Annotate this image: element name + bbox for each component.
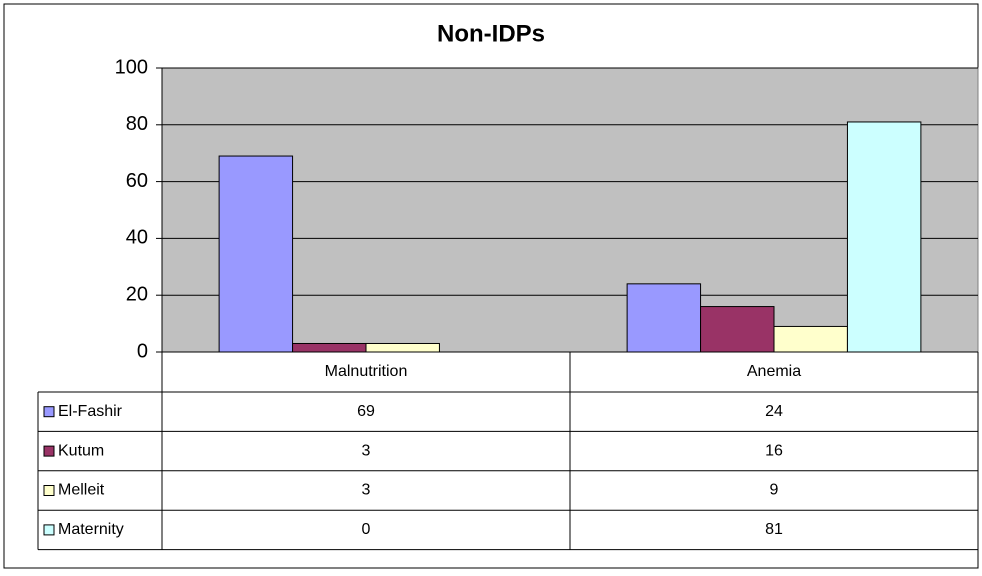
plot-area [161,67,979,353]
bar [292,342,367,353]
legend-label: Kutum [58,442,104,459]
chart-title: Non-IDPs [437,20,545,47]
y-tick-label: 20 [126,283,148,305]
table-value: 24 [765,403,783,420]
bar [773,325,848,353]
y-tick-label: 60 [126,170,148,192]
legend-key [43,524,55,536]
y-tick-label: 80 [126,113,148,135]
table-value: 3 [362,482,371,499]
bar [846,121,922,353]
legend-label: Melleit [58,482,105,499]
legend-label: Maternity [58,521,124,538]
legend-key [43,406,55,418]
category-label: Malnutrition [325,363,408,380]
table-value: 9 [770,482,779,499]
y-tick-label: 40 [126,227,148,249]
table-value: 81 [765,521,783,538]
legend-label: El-Fashir [58,403,123,420]
category-label: Anemia [747,363,801,380]
legend-key [43,485,55,496]
bar [700,306,775,353]
bar [218,155,294,353]
bar [626,283,702,353]
table-value: 69 [357,403,375,420]
y-tick-label: 100 [115,56,148,78]
y-tick-label: 0 [137,340,148,362]
table-value: 0 [362,521,371,538]
bar [365,342,440,353]
table-value: 16 [765,442,783,459]
table-value: 3 [362,442,371,459]
legend-key [43,445,55,457]
